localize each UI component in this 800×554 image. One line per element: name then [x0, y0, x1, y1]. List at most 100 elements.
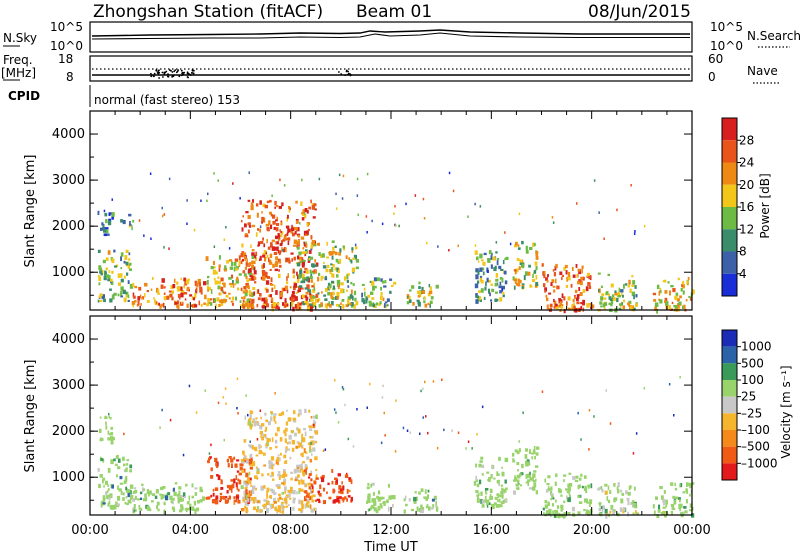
heatmap-cell	[402, 426, 405, 430]
heatmap-cell	[279, 229, 281, 232]
freq-scatter-point	[174, 69, 177, 71]
heatmap-cell	[250, 493, 253, 496]
heatmap-cell	[674, 496, 679, 500]
heatmap-cell	[220, 286, 224, 292]
heatmap-cell	[310, 470, 313, 476]
heatmap-cell	[544, 500, 548, 504]
heatmap-cell	[102, 502, 106, 505]
heatmap-cell	[120, 278, 124, 283]
heatmap-cell	[476, 494, 480, 497]
heatmap-cell	[265, 445, 268, 449]
heatmap-cell	[315, 299, 319, 303]
heatmap-cell	[324, 448, 327, 451]
heatmap-cell	[105, 425, 108, 430]
heatmap-cell	[241, 243, 244, 248]
heatmap-cell	[610, 299, 614, 305]
heatmap-cell	[535, 274, 538, 280]
heatmap-cell	[98, 295, 102, 299]
heatmap-cell	[276, 216, 279, 221]
heatmap-cell	[308, 425, 312, 428]
heatmap-cell	[179, 495, 183, 501]
heatmap-cell	[180, 286, 183, 291]
heatmap-cell	[217, 401, 220, 405]
heatmap-cell	[616, 208, 618, 212]
heatmap-cell	[305, 299, 308, 302]
heatmap-cell	[307, 499, 311, 502]
heatmap-cell	[598, 211, 600, 214]
heatmap-cell	[430, 296, 434, 300]
heatmap-cell	[234, 463, 238, 468]
heatmap-cell	[355, 246, 358, 250]
heatmap-cell	[340, 488, 343, 492]
heatmap-cell	[224, 387, 227, 390]
heatmap-cell	[284, 285, 288, 291]
heatmap-cell	[309, 276, 313, 280]
heatmap-cell	[663, 490, 666, 494]
heatmap-cell	[268, 220, 271, 226]
heatmap-cell	[255, 417, 258, 420]
heatmap-cell	[424, 303, 428, 308]
heatmap-cell	[576, 202, 578, 205]
heatmap-cell	[195, 287, 198, 292]
heatmap-cell	[109, 298, 113, 303]
heatmap-cell	[224, 498, 227, 504]
heatmap-cell	[332, 251, 336, 254]
heatmap-cell	[547, 501, 550, 506]
heatmap-cell	[480, 279, 484, 284]
heatmap-cell	[354, 243, 357, 247]
heatmap-cell	[107, 275, 111, 279]
heatmap-cell	[307, 482, 311, 486]
heatmap-cell	[350, 302, 354, 306]
heatmap-cell	[380, 295, 383, 298]
heatmap-cell	[457, 244, 459, 248]
heatmap-cell	[261, 270, 265, 274]
heatmap-cell	[324, 303, 327, 308]
heatmap-cell	[155, 489, 159, 494]
cpid-text: normal (fast stereo) 153	[94, 93, 240, 107]
colorbar-tick-label: 1000	[741, 340, 772, 354]
heatmap-cell	[276, 205, 279, 208]
heatmap-cell	[296, 227, 300, 232]
heatmap-cell	[271, 246, 275, 251]
heatmap-cell	[297, 474, 300, 478]
heatmap-cell	[315, 508, 317, 512]
heatmap-cell	[371, 498, 375, 503]
heatmap-cell	[301, 463, 303, 468]
heatmap-cell	[226, 260, 229, 264]
heatmap-cell	[170, 285, 174, 290]
heatmap-cell	[602, 303, 606, 308]
heatmap-cell	[218, 255, 221, 260]
nave-axis-top: 60	[708, 52, 723, 66]
heatmap-cell	[490, 299, 493, 302]
heatmap-cell	[207, 297, 211, 303]
heatmap-cell	[517, 282, 521, 287]
heatmap-cell	[254, 446, 258, 452]
heatmap-cell	[127, 489, 131, 494]
heatmap-cell	[314, 421, 317, 424]
heatmap-cell	[257, 506, 259, 509]
heatmap-cell	[275, 290, 278, 295]
heatmap-cell	[672, 288, 676, 293]
heatmap-cell	[501, 288, 504, 292]
heatmap-cell	[303, 243, 306, 247]
heatmap-cell	[336, 497, 340, 503]
heatmap-cell	[161, 408, 163, 412]
heatmap-cell	[631, 291, 636, 297]
heatmap-cell	[558, 304, 561, 308]
heatmap-cell	[238, 264, 241, 268]
heatmap-cell	[276, 246, 279, 252]
heatmap-cell	[572, 274, 576, 278]
colorbar-tick-label: 100	[741, 373, 764, 387]
heatmap-cell	[238, 479, 242, 485]
heatmap-cell	[685, 499, 688, 504]
heatmap-cell	[308, 409, 311, 413]
heatmap-cell	[497, 495, 500, 498]
heatmap-cell	[490, 283, 493, 286]
heatmap-cell	[110, 281, 112, 284]
heatmap-cell	[518, 212, 521, 216]
heatmap-cell	[271, 306, 275, 312]
heatmap-cell	[98, 282, 101, 286]
colorbar-swatch	[722, 380, 737, 397]
heatmap-cell	[124, 275, 126, 279]
heatmap-cell	[549, 303, 553, 308]
